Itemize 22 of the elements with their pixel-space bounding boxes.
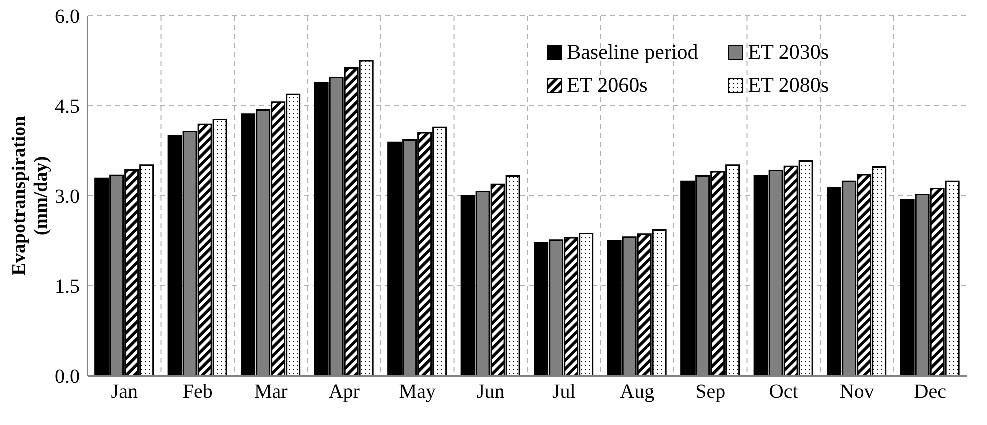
x-tick-label: Mar — [254, 381, 288, 404]
y-tick-label: 1.5 — [55, 276, 80, 298]
x-tick-label: Sep — [696, 381, 726, 404]
legend-label: ET 2030s — [748, 40, 829, 65]
x-tick-label: Feb — [182, 381, 213, 404]
x-tick-label: Oct — [769, 381, 799, 404]
y-tick-label: 4.5 — [55, 96, 80, 118]
legend-label: ET 2080s — [748, 73, 829, 98]
y-tick-label: 3.0 — [55, 186, 80, 208]
x-tick-label: Jan — [111, 381, 138, 404]
x-tick-label: Aug — [620, 381, 655, 404]
y-tick-label: 0.0 — [55, 366, 80, 388]
y-axis-title: Evapotranspiration (mm/day) — [9, 116, 52, 276]
x-tick-label: Nov — [840, 381, 874, 404]
x-tick-label: Jun — [476, 381, 505, 404]
x-tick-label: May — [399, 381, 436, 404]
legend-label: Baseline period — [567, 40, 698, 65]
x-tick-label: Jul — [552, 381, 576, 404]
legend-label: ET 2060s — [567, 73, 648, 98]
x-tick-label: Apr — [328, 381, 360, 404]
x-tick-label: Dec — [914, 381, 947, 404]
y-tick-label: 6.0 — [55, 6, 80, 28]
